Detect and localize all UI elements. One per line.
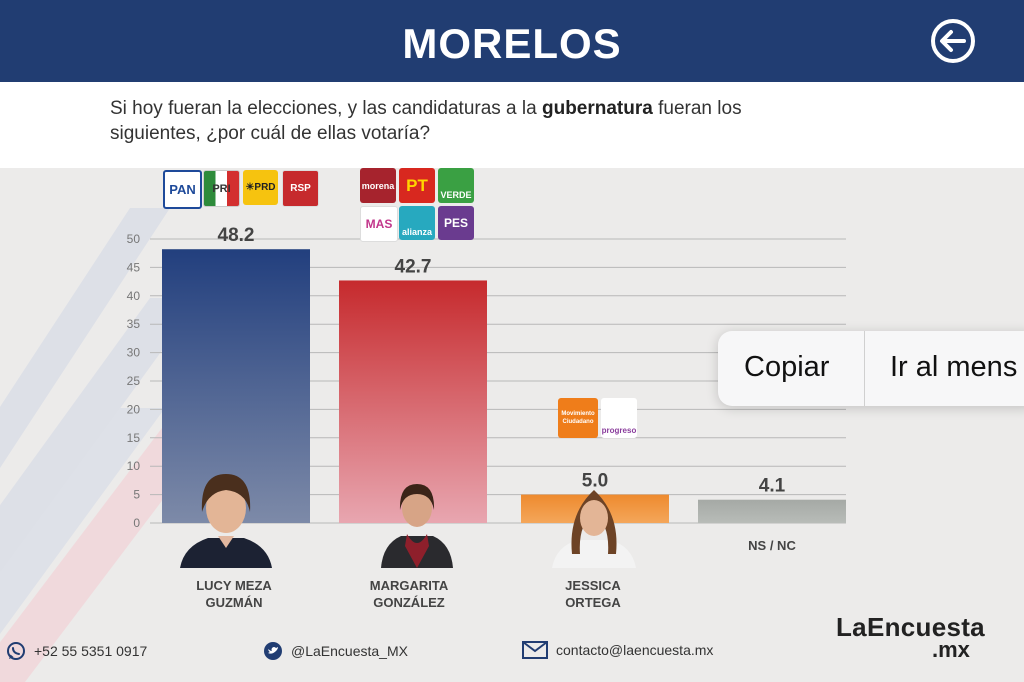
candidate-name-margarita: MARGARITA GONZÁLEZ (339, 577, 479, 611)
prd-logo: ☀PRD (243, 170, 278, 205)
footer-email: contacto@laencuesta.mx (522, 641, 713, 659)
bar-value-label: 4.1 (759, 476, 786, 497)
mail-icon (522, 641, 548, 659)
bar-ns-nc (698, 499, 846, 523)
candidate-name-line: MARGARITA (369, 578, 449, 593)
pri-logo: PRI (203, 170, 240, 207)
brand-suffix: .mx (932, 637, 970, 662)
y-tick-label: 30 (127, 346, 141, 360)
candidate-name-line: JESSICA (565, 578, 621, 593)
pt-logo: PT (399, 168, 435, 203)
margarita-gonzalez-photo (381, 484, 453, 568)
movimiento-ciudadano-logo: Movimiento Ciudadano (558, 398, 598, 438)
page-title: MORELOS (402, 20, 622, 67)
candidate-name-line: LUCY MEZA (196, 578, 272, 593)
phone-number: +52 55 5351 0917 (34, 643, 148, 659)
candidate-name-line: NS / NC (748, 538, 796, 553)
twitter-icon (264, 642, 282, 660)
pes-logo: PES (438, 206, 474, 240)
lucy-meza-photo (180, 474, 272, 568)
candidate-name-line: ORTEGA (565, 595, 621, 610)
bar-value-label: 48.2 (218, 225, 255, 246)
twitter-handle: @LaEncuesta_MX (291, 643, 408, 659)
candidate-name-lucy: LUCY MEZA GUZMÁN (164, 577, 304, 611)
candidate-name-line: GUZMÁN (205, 595, 263, 610)
bar-margarita-gonzalez (339, 280, 487, 523)
footer-phone: +52 55 5351 0917 (6, 641, 147, 661)
verde-logo: VERDE (438, 168, 474, 203)
morena-logo: morena (360, 168, 396, 203)
y-tick-label: 10 (127, 459, 141, 473)
email-address: contacto@laencuesta.mx (556, 642, 714, 658)
y-tick-label: 50 (127, 232, 141, 246)
candidate-name-jessica: JESSICA ORTEGA (523, 577, 663, 611)
candidate-name-line: GONZÁLEZ (373, 595, 445, 610)
jessica-ortega-photo (552, 490, 636, 568)
question-text: Si hoy fueran la elecciones, y las candi… (110, 96, 830, 146)
y-tick-label: 15 (127, 431, 141, 445)
bar-value-label: 5.0 (582, 471, 608, 492)
whatsapp-icon (7, 642, 25, 660)
chart-value-labels: 48.2 42.7 5.0 4.1 (218, 225, 786, 496)
y-tick-label: 40 (127, 289, 141, 303)
footer-twitter: @LaEncuesta_MX (263, 641, 408, 661)
y-tick-label: 20 (127, 402, 141, 416)
candidate-name-nsnc: NS / NC (702, 537, 842, 554)
rsp-logo: RSP (282, 170, 319, 207)
question-panel: Si hoy fueran la elecciones, y las candi… (0, 82, 1024, 168)
y-tick-label: 0 (133, 516, 140, 530)
brand-logo: LaEncuesta .mx (836, 612, 986, 663)
header-bar: MORELOS (0, 0, 1024, 82)
context-menu: Copiar Ir al mens (718, 331, 1024, 406)
y-tick-label: 5 (133, 488, 140, 502)
bar-value-label: 42.7 (395, 256, 432, 277)
copy-menu-item[interactable]: Copiar (744, 351, 830, 383)
brand-name: LaEncuesta (836, 612, 985, 642)
progreso-logo: progreso (601, 398, 637, 438)
question-bold: gubernatura (541, 98, 653, 119)
mas-logo: MAS (360, 206, 398, 242)
menu-divider (864, 331, 865, 406)
question-part-1: Si hoy fueran la elecciones, y las candi… (110, 98, 542, 119)
pan-logo: PAN (163, 170, 202, 209)
alianza-logo: alianza (399, 206, 435, 240)
y-tick-label: 45 (127, 260, 141, 274)
back-arrow-icon[interactable] (928, 16, 978, 66)
question-part-2: fueran los siguientes, ¿por cuál de ella… (110, 98, 742, 144)
y-tick-label: 35 (127, 317, 141, 331)
goto-message-menu-item[interactable]: Ir al mens (890, 351, 1018, 383)
y-tick-label: 25 (127, 374, 141, 388)
